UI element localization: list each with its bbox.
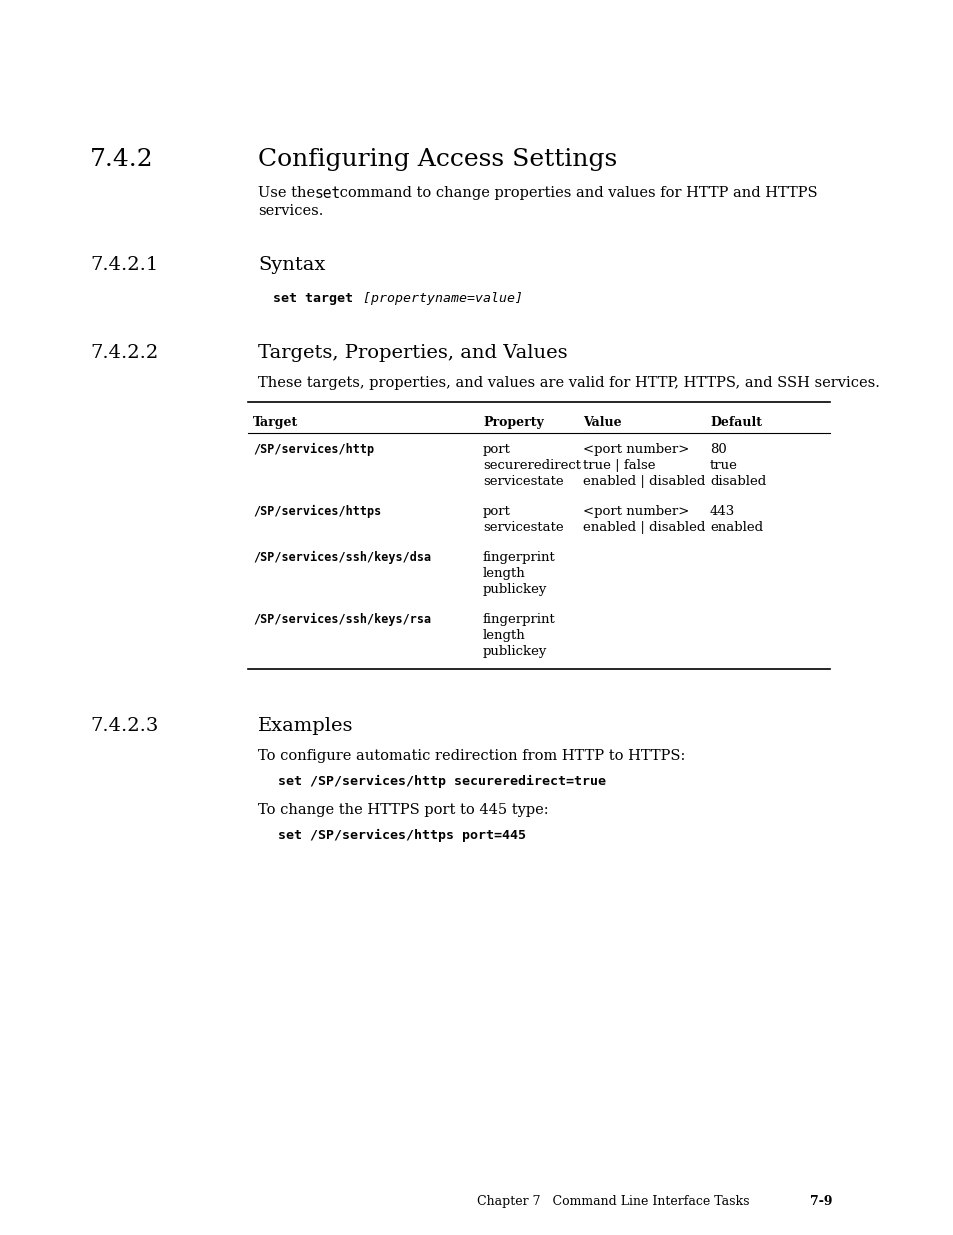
Text: 7-9: 7-9 [809,1195,832,1208]
Text: services.: services. [257,204,323,219]
Text: 443: 443 [709,505,735,517]
Text: set /SP/services/http secureredirect=true: set /SP/services/http secureredirect=tru… [277,776,605,788]
Text: 80: 80 [709,443,726,456]
Text: These targets, properties, and values are valid for HTTP, HTTPS, and SSH service: These targets, properties, and values ar… [257,375,879,390]
Text: true: true [709,459,737,472]
Text: /SP/services/https: /SP/services/https [253,505,381,519]
Text: enabled | disabled: enabled | disabled [582,521,704,534]
Text: Target: Target [253,416,298,429]
Text: set /SP/services/https port=445: set /SP/services/https port=445 [277,829,525,842]
Text: <port number>: <port number> [582,505,689,517]
Text: fingerprint: fingerprint [482,551,556,564]
Text: /SP/services/ssh/keys/dsa: /SP/services/ssh/keys/dsa [253,551,431,564]
Text: set target: set target [273,291,353,305]
Text: port: port [482,505,511,517]
Text: publickey: publickey [482,583,547,597]
Text: secureredirect: secureredirect [482,459,580,472]
Text: Value: Value [582,416,621,429]
Text: [propertyname=value]: [propertyname=value] [355,291,522,305]
Text: Configuring Access Settings: Configuring Access Settings [257,148,617,170]
Text: length: length [482,567,525,580]
Text: publickey: publickey [482,645,547,658]
Text: Use the: Use the [257,186,319,200]
Text: enabled | disabled: enabled | disabled [582,475,704,488]
Text: 7.4.2: 7.4.2 [90,148,153,170]
Text: Examples: Examples [257,718,354,735]
Text: Property: Property [482,416,543,429]
Text: length: length [482,629,525,642]
Text: disabled: disabled [709,475,765,488]
Text: Syntax: Syntax [257,256,325,274]
Text: fingerprint: fingerprint [482,613,556,626]
Text: command to change properties and values for HTTP and HTTPS: command to change properties and values … [335,186,817,200]
Text: port: port [482,443,511,456]
Text: 7.4.2.2: 7.4.2.2 [90,345,158,362]
Text: 7.4.2.3: 7.4.2.3 [90,718,158,735]
Text: set: set [314,186,341,201]
Text: Chapter 7   Command Line Interface Tasks: Chapter 7 Command Line Interface Tasks [476,1195,749,1208]
Text: true | false: true | false [582,459,655,472]
Text: Default: Default [709,416,761,429]
Text: 7.4.2.1: 7.4.2.1 [90,256,158,274]
Text: servicestate: servicestate [482,521,563,534]
Text: To configure automatic redirection from HTTP to HTTPS:: To configure automatic redirection from … [257,748,684,763]
Text: <port number>: <port number> [582,443,689,456]
Text: /SP/services/http: /SP/services/http [253,443,374,456]
Text: servicestate: servicestate [482,475,563,488]
Text: Targets, Properties, and Values: Targets, Properties, and Values [257,345,567,362]
Text: To change the HTTPS port to 445 type:: To change the HTTPS port to 445 type: [257,803,548,818]
Text: /SP/services/ssh/keys/rsa: /SP/services/ssh/keys/rsa [253,613,431,626]
Text: enabled: enabled [709,521,762,534]
